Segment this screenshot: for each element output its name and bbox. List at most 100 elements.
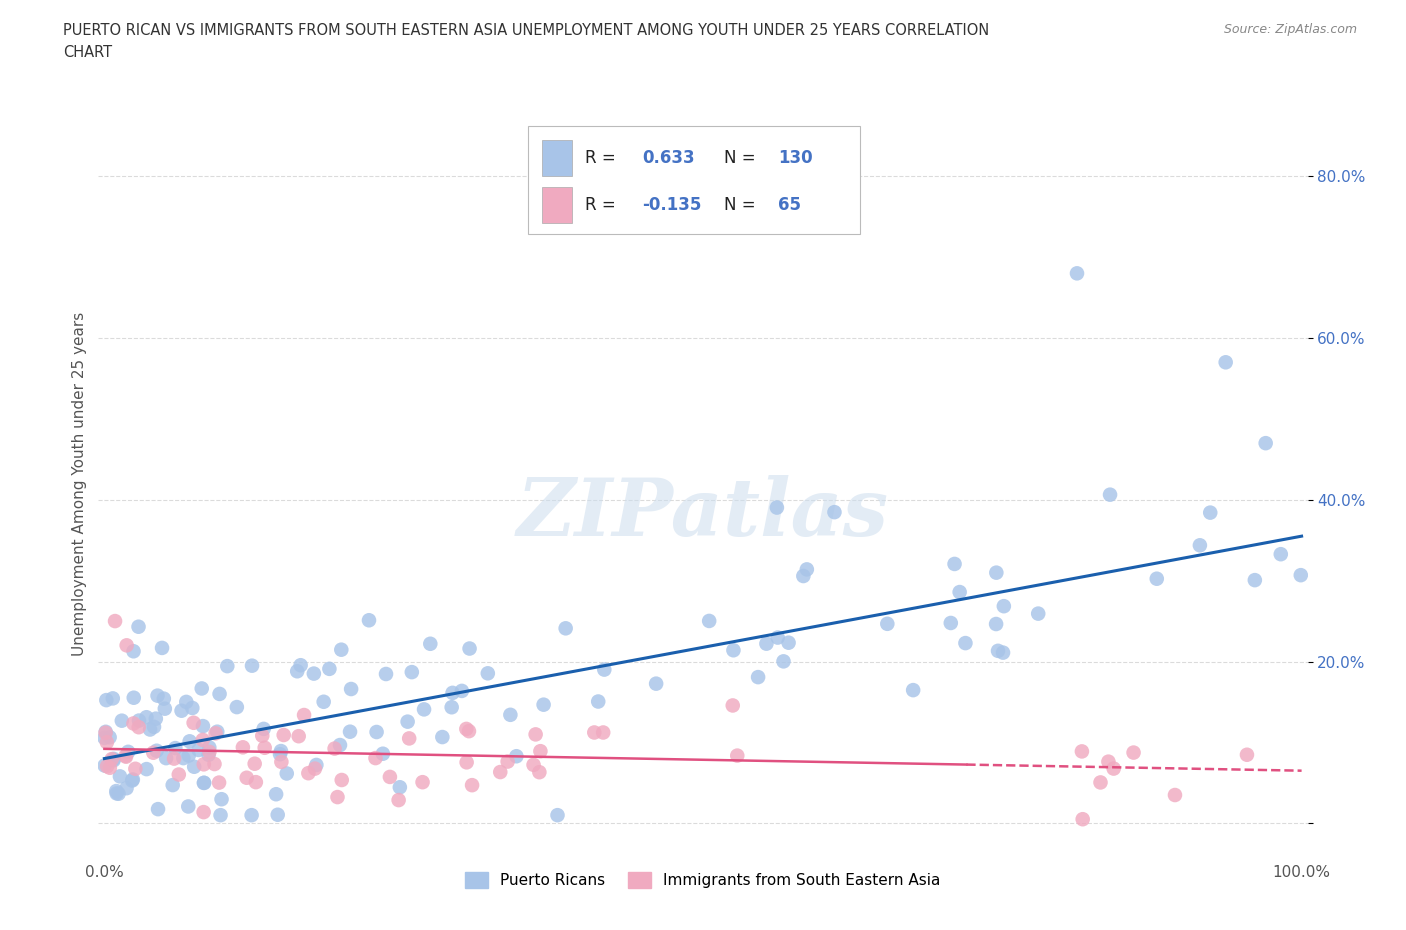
Point — [1254, 436, 1277, 451]
Point — [330, 773, 353, 788]
Point — [505, 749, 527, 764]
Point — [461, 777, 484, 792]
Point — [1215, 355, 1237, 370]
Point — [991, 645, 1014, 660]
Point — [984, 617, 1007, 631]
Point — [167, 767, 190, 782]
Point — [197, 748, 219, 763]
Point — [583, 725, 606, 740]
Text: -0.135: -0.135 — [643, 196, 702, 214]
Point — [252, 728, 274, 743]
Point — [292, 708, 315, 723]
Point — [107, 786, 129, 801]
Point — [458, 641, 481, 656]
Point — [269, 747, 291, 762]
Point — [772, 654, 794, 669]
Point — [378, 769, 401, 784]
Point — [187, 742, 209, 757]
Point — [115, 638, 138, 653]
Point — [207, 724, 229, 739]
Point — [253, 740, 276, 755]
Point — [364, 751, 387, 765]
Point — [191, 733, 214, 748]
Point — [747, 670, 769, 684]
Point — [792, 568, 814, 583]
Point — [901, 683, 924, 698]
Point — [330, 643, 353, 658]
Point — [1070, 744, 1092, 759]
Point — [146, 802, 169, 817]
Point — [371, 746, 394, 761]
Text: Source: ZipAtlas.com: Source: ZipAtlas.com — [1223, 23, 1357, 36]
Point — [103, 752, 125, 767]
Point — [766, 631, 789, 645]
Point — [323, 741, 346, 756]
Text: R =: R = — [585, 149, 620, 166]
Text: ZIPatlas: ZIPatlas — [517, 474, 889, 552]
Point — [165, 740, 187, 755]
Point — [190, 681, 212, 696]
Point — [264, 787, 287, 802]
Point — [235, 770, 257, 785]
Point — [778, 635, 800, 650]
Point — [1099, 487, 1122, 502]
Point — [150, 641, 173, 656]
Point — [122, 644, 145, 658]
Point — [103, 751, 125, 766]
Point — [245, 775, 267, 790]
Point — [477, 666, 499, 681]
Point — [93, 730, 115, 745]
Point — [949, 585, 972, 600]
Point — [96, 759, 118, 774]
Point — [340, 682, 363, 697]
Point — [135, 762, 157, 777]
Point — [329, 737, 352, 752]
Point — [145, 743, 167, 758]
Point — [115, 781, 138, 796]
Point — [122, 716, 145, 731]
Point — [143, 720, 166, 735]
Point — [1026, 606, 1049, 621]
Point — [225, 699, 247, 714]
Point — [412, 775, 434, 790]
Point — [115, 750, 138, 764]
Text: 130: 130 — [778, 149, 813, 166]
Point — [94, 725, 117, 740]
Text: 0.633: 0.633 — [643, 149, 695, 166]
Point — [209, 808, 232, 823]
Point — [270, 754, 292, 769]
Point — [104, 614, 127, 629]
Point — [318, 661, 340, 676]
Point — [586, 694, 609, 709]
Point — [177, 799, 200, 814]
Point — [183, 759, 205, 774]
Point — [725, 748, 748, 763]
Point — [432, 730, 454, 745]
Point — [533, 698, 555, 712]
Point — [375, 667, 398, 682]
Point — [723, 643, 745, 658]
Point — [153, 691, 176, 706]
Point — [302, 666, 325, 681]
Point — [94, 724, 117, 739]
Point — [458, 724, 481, 738]
Point — [193, 757, 215, 772]
Point — [142, 745, 165, 760]
Text: N =: N = — [724, 149, 761, 166]
Point — [273, 727, 295, 742]
Point — [1071, 812, 1094, 827]
Point — [183, 715, 205, 730]
Point — [755, 636, 778, 651]
Point — [993, 599, 1015, 614]
Point — [105, 786, 128, 801]
Point — [440, 699, 463, 714]
Point — [456, 755, 478, 770]
Point — [128, 619, 150, 634]
Point — [121, 773, 143, 788]
Point — [146, 688, 169, 703]
Point — [162, 777, 184, 792]
Point — [100, 751, 122, 766]
Point — [253, 722, 276, 737]
Point — [766, 500, 789, 515]
Point — [1097, 754, 1119, 769]
